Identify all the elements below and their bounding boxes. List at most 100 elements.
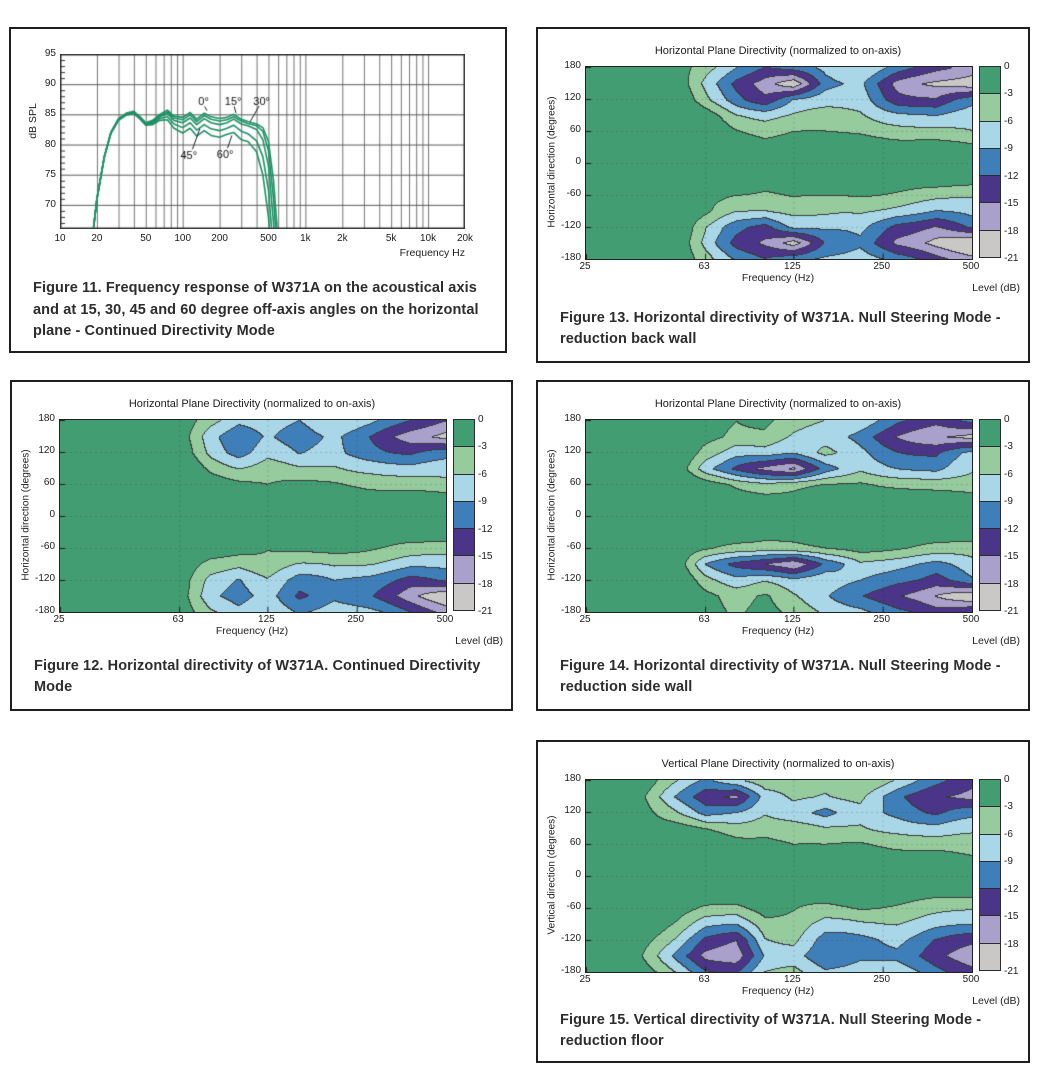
figure-11-panel: dB SPL Frequency Hz Figure 11. Frequency… xyxy=(9,27,507,353)
x-tick-label: 500 xyxy=(962,261,980,272)
figure-13-caption: Figure 13. Horizontal directivity of W37… xyxy=(560,309,1001,348)
x-tick-label: 5k xyxy=(385,233,397,244)
chart-title: Horizontal Plane Directivity (normalized… xyxy=(654,398,902,410)
y-tick-label: 75 xyxy=(44,168,56,180)
colorbar-tick-label: -3 xyxy=(1004,88,1013,100)
x-tick-label: 125 xyxy=(784,974,801,985)
colorbar-tick-label: 0 xyxy=(1004,414,1010,425)
colorbar-tick-label: -15 xyxy=(1004,198,1019,210)
y-tick-label: -120 xyxy=(560,220,581,231)
y-tick-label: 85 xyxy=(44,108,56,120)
colorbar-tick-label: 0 xyxy=(1004,774,1010,785)
colorbar-tick-label: -6 xyxy=(1004,828,1013,840)
y-tick-label: 60 xyxy=(569,477,581,488)
x-tick-label: 250 xyxy=(347,614,365,625)
figure-14-caption: Figure 14. Horizontal directivity of W37… xyxy=(560,657,1001,696)
colorbar-band xyxy=(980,500,1000,529)
contour-plot xyxy=(59,419,447,613)
colorbar xyxy=(453,419,475,611)
colorbar-tick-label: -9 xyxy=(1004,143,1013,155)
colorbar-band xyxy=(980,780,1000,807)
y-tick-label: -120 xyxy=(560,573,581,584)
colorbar-band xyxy=(980,473,1000,501)
fig11-frequency-response-plot xyxy=(60,54,465,229)
colorbar-band xyxy=(454,420,474,447)
colorbar-tick-label: -21 xyxy=(1004,606,1019,617)
y-tick-label: -60 xyxy=(566,541,581,552)
colorbar-tick-label: -21 xyxy=(1004,966,1019,977)
colorbar-tick-label: -21 xyxy=(1004,253,1019,264)
figure-15-caption: Figure 15. Vertical directivity of W371A… xyxy=(560,1011,982,1050)
y-tick-label: -120 xyxy=(560,933,581,944)
colorbar-band xyxy=(980,120,1000,148)
colorbar-tick-label: -9 xyxy=(1004,496,1013,508)
figure-12-panel: Horizontal Plane Directivity (normalized… xyxy=(10,380,513,711)
colorbar-band xyxy=(980,555,1000,583)
y-tick-label: -60 xyxy=(566,188,581,199)
x-tick-label: 2k xyxy=(337,233,348,244)
x-tick-label: 250 xyxy=(873,974,891,985)
colorbar-band xyxy=(980,175,1000,203)
colorbar-tick-label: -6 xyxy=(478,468,487,480)
x-tick-label: 125 xyxy=(784,614,801,625)
y-tick-label: 60 xyxy=(569,837,581,848)
x-tick-label: 63 xyxy=(698,614,710,625)
colorbar-tick-label: -3 xyxy=(478,441,487,453)
y-tick-label: 95 xyxy=(44,48,56,59)
y-tick-label: 60 xyxy=(43,477,55,488)
colorbar-band xyxy=(980,888,1000,916)
x-tick-label: 63 xyxy=(698,974,710,985)
colorbar-tick-label: -18 xyxy=(1004,225,1019,237)
colorbar-tick-label: 0 xyxy=(1004,61,1010,72)
y-tick-label: -120 xyxy=(34,573,55,584)
y-tick-label: 180 xyxy=(564,773,581,784)
colorbar-tick-label: -12 xyxy=(478,523,493,535)
x-axis-label: Frequency (Hz) xyxy=(741,272,815,284)
colorbar-tick-label: 0 xyxy=(478,414,484,425)
y-tick-label: 60 xyxy=(569,124,581,135)
x-axis-label: Frequency (Hz) xyxy=(741,625,815,637)
figure-11-caption: Figure 11. Frequency response of W371A o… xyxy=(33,279,479,340)
x-tick-label: 500 xyxy=(962,974,980,985)
colorbar-band xyxy=(454,500,474,529)
colorbar-tick-label: -6 xyxy=(1004,115,1013,127)
colorbar-title: Level (dB) xyxy=(455,635,503,647)
colorbar-tick-label: -9 xyxy=(1004,856,1013,868)
y-tick-label: 120 xyxy=(564,92,581,103)
x-tick-label: 1k xyxy=(300,233,311,244)
figure-13-panel: Horizontal Plane Directivity (normalized… xyxy=(536,27,1030,363)
colorbar-band xyxy=(980,915,1000,943)
colorbar-title: Level (dB) xyxy=(972,282,1020,294)
x-tick-label: 10 xyxy=(54,233,66,244)
y-tick-label: 0 xyxy=(575,156,581,167)
contour-plot xyxy=(585,779,973,973)
y-tick-label: -180 xyxy=(34,605,55,616)
colorbar-tick-label: -6 xyxy=(1004,468,1013,480)
y-tick-label: 90 xyxy=(44,78,56,90)
colorbar-band xyxy=(980,93,1000,121)
y-tick-label: 0 xyxy=(575,509,581,520)
y-tick-label: 120 xyxy=(564,805,581,816)
colorbar-band xyxy=(980,202,1000,230)
colorbar-tick-label: -15 xyxy=(1004,551,1019,563)
x-tick-label: 100 xyxy=(174,233,192,244)
x-tick-label: 200 xyxy=(211,233,228,244)
x-axis-label: Frequency (Hz) xyxy=(215,625,289,637)
x-tick-label: 50 xyxy=(140,233,152,244)
x-tick-label: 63 xyxy=(172,614,184,625)
y-tick-label: 120 xyxy=(38,445,55,456)
colorbar-tick-label: -12 xyxy=(1004,170,1019,182)
x-tick-label: 20 xyxy=(91,233,103,244)
y-tick-label: 180 xyxy=(564,413,581,424)
colorbar-band xyxy=(980,582,1000,610)
colorbar-band xyxy=(980,528,1000,556)
x-tick-label: 250 xyxy=(873,614,891,625)
y-tick-label: -180 xyxy=(560,965,581,976)
x-tick-label: 25 xyxy=(53,614,65,625)
fig11-x-axis-label: Frequency Hz xyxy=(399,247,465,259)
y-tick-label: 180 xyxy=(564,60,581,71)
x-tick-label: 125 xyxy=(784,261,801,272)
x-tick-label: 25 xyxy=(579,614,591,625)
colorbar-title: Level (dB) xyxy=(972,995,1020,1007)
colorbar-tick-label: -15 xyxy=(478,551,493,563)
